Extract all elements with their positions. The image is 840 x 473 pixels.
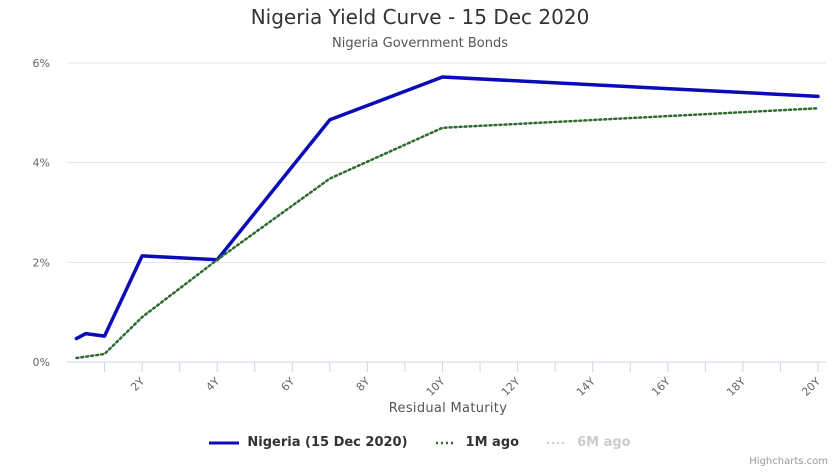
legend-item-1m-ago[interactable]: 1M ago — [434, 435, 520, 450]
x-axis-title: Residual Maturity — [388, 401, 508, 416]
y-tick-label: 6% — [33, 57, 50, 70]
x-tick-label: 14Y — [574, 375, 598, 399]
series-lines — [74, 75, 820, 360]
x-tick-label: 4Y — [203, 375, 222, 394]
x-tick-label: 12Y — [499, 375, 523, 399]
y-axis-labels: 0% 2% 4% 6% — [33, 57, 50, 369]
chart-subtitle: Nigeria Government Bonds — [332, 36, 508, 51]
legend-item-nigeria[interactable]: Nigeria (15 Dec 2020) — [209, 435, 408, 450]
x-tick-label: 8Y — [354, 375, 373, 394]
legend-label: 1M ago — [465, 435, 520, 450]
chart-title: Nigeria Yield Curve - 15 Dec 2020 — [250, 5, 590, 29]
dotted-line-icon — [435, 441, 456, 444]
legend-item-6m-ago[interactable]: 6M ago — [545, 435, 631, 450]
x-tick-label: 6Y — [279, 375, 298, 394]
solid-line-icon — [209, 441, 240, 444]
gridlines — [67, 62, 826, 363]
legend-label: Nigeria (15 Dec 2020) — [247, 435, 408, 450]
series-line[interactable] — [75, 107, 820, 360]
y-tick-label: 2% — [33, 256, 50, 269]
legend: Nigeria (15 Dec 2020) 1M ago 6M ago — [0, 435, 840, 450]
x-tick-label: 18Y — [724, 375, 748, 399]
series-line[interactable] — [74, 75, 820, 341]
y-tick-label: 4% — [33, 157, 50, 170]
x-tick-label: 2Y — [128, 375, 147, 394]
x-tick-label: 20Y — [799, 375, 823, 399]
x-tick-label: 10Y — [424, 375, 448, 399]
y-tick-label: 0% — [33, 356, 50, 369]
x-axis: 2Y 4Y 6Y 8Y 10Y 12Y 14Y 16Y 18Y 20Y — [104, 362, 823, 399]
x-tick-label: 16Y — [649, 375, 673, 399]
dotted-line-icon — [547, 441, 568, 444]
highcharts-credits-link[interactable]: Highcharts.com — [749, 456, 828, 467]
legend-label: 6M ago — [577, 435, 631, 450]
